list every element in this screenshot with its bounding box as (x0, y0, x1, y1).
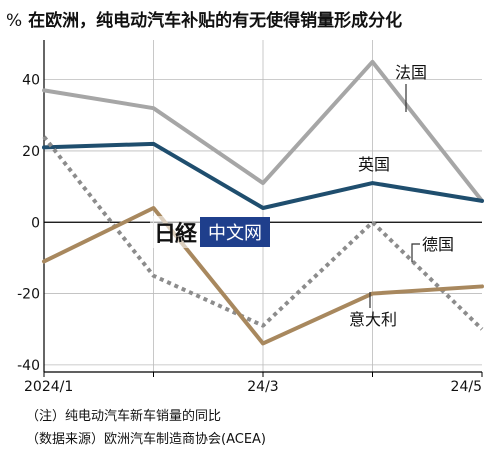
x-tick-label: 24/5 (451, 379, 482, 395)
y-tick-label: 20 (22, 144, 40, 160)
y-tick-label: 0 (31, 215, 40, 231)
y-tick-label: 40 (22, 73, 40, 89)
chart-title-text: 在欧洲，纯电动汽车补贴的有无使得销量形成分化 (28, 11, 403, 31)
series-label-italy: 意大利 (349, 310, 397, 329)
series-label-leader (411, 243, 420, 262)
y-unit: % (6, 11, 23, 31)
series-line-france (42, 59, 484, 203)
series-line-germany (42, 135, 484, 331)
watermark: 日経 中文网 (150, 216, 271, 248)
series-label-germany: 德国 (422, 235, 454, 254)
watermark-label: 中文网 (200, 217, 271, 247)
chart-title: % 在欧洲，纯电动汽车补贴的有无使得销量形成分化 (6, 6, 402, 31)
series-label-france: 法国 (395, 63, 427, 82)
series-label-uk: 英国 (358, 155, 390, 174)
chart-note: （注）纯电动汽车新车销量的同比 (26, 409, 222, 424)
watermark-logo: 日経 (150, 216, 201, 248)
series-line-uk (42, 141, 484, 210)
chart-source: （数据来源）欧洲汽车制造商协会(ACEA) (26, 432, 266, 447)
y-tick-label: -40 (17, 358, 40, 374)
series-line-italy (42, 206, 484, 346)
y-tick-label: -20 (17, 287, 40, 303)
x-tick-label: 2024/1 (24, 379, 73, 395)
x-tick-label: 24/3 (247, 379, 278, 395)
